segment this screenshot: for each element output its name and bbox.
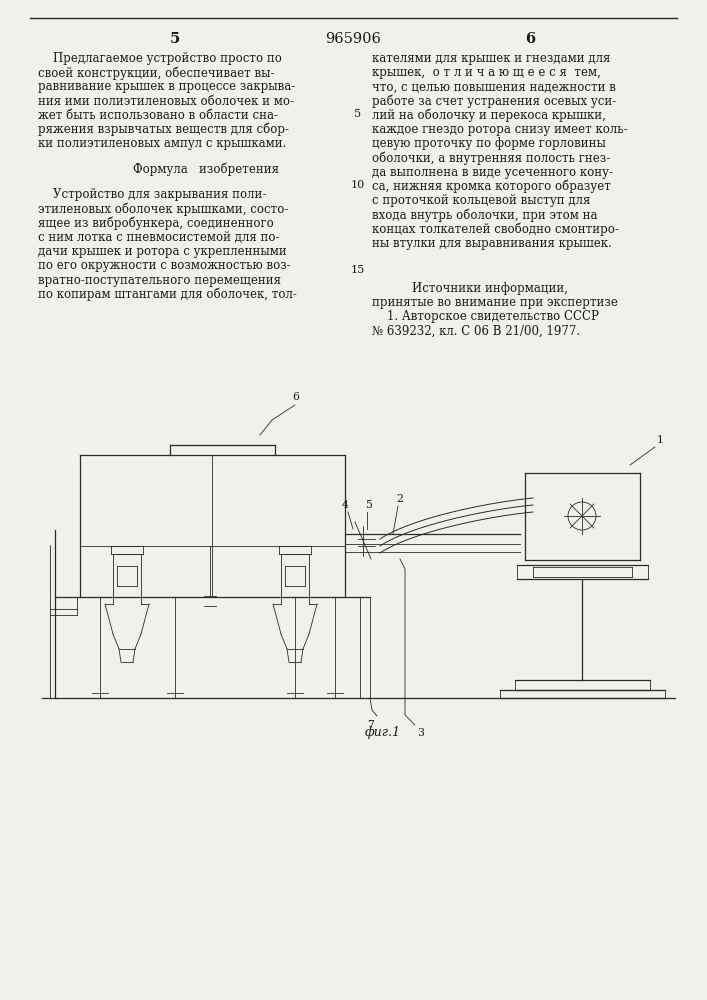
- Text: оболочки, а внутренняя полость гнез-: оболочки, а внутренняя полость гнез-: [372, 151, 610, 165]
- Text: да выполнена в виде усеченного кону-: да выполнена в виде усеченного кону-: [372, 166, 613, 179]
- Text: цевую проточку по форме горловины: цевую проточку по форме горловины: [372, 137, 606, 150]
- Text: ряжения взрывчатых веществ для сбор-: ряжения взрывчатых веществ для сбор-: [38, 123, 289, 136]
- Text: работе за счет устранения осевых уси-: работе за счет устранения осевых уси-: [372, 95, 617, 108]
- Text: ящее из вибробункера, соединенного: ящее из вибробункера, соединенного: [38, 217, 274, 230]
- Text: по его окружности с возможностью воз-: по его окружности с возможностью воз-: [38, 259, 291, 272]
- Text: с проточкой кольцевой выступ для: с проточкой кольцевой выступ для: [372, 194, 590, 207]
- Text: № 639232, кл. С 06 В 21/00, 1977.: № 639232, кл. С 06 В 21/00, 1977.: [372, 325, 580, 338]
- Text: Устройство для закрывания поли-: Устройство для закрывания поли-: [38, 188, 267, 201]
- Text: концах толкателей свободно смонтиро-: концах толкателей свободно смонтиро-: [372, 222, 619, 236]
- Text: 6: 6: [525, 32, 535, 46]
- Text: са, нижняя кромка которого образует: са, нижняя кромка которого образует: [372, 180, 611, 193]
- Text: 3: 3: [417, 728, 424, 738]
- Text: Источники информации,: Источники информации,: [412, 282, 568, 295]
- Text: 5: 5: [354, 109, 361, 119]
- Text: дачи крышек и ротора с укрепленными: дачи крышек и ротора с укрепленными: [38, 245, 287, 258]
- Text: по копирам штангами для оболочек, тол-: по копирам штангами для оболочек, тол-: [38, 288, 297, 301]
- Text: принятые во внимание при экспертизе: принятые во внимание при экспертизе: [372, 296, 618, 309]
- Text: крышек,  о т л и ч а ю щ е е с я  тем,: крышек, о т л и ч а ю щ е е с я тем,: [372, 66, 601, 79]
- Text: 965906: 965906: [325, 32, 381, 46]
- Text: 5: 5: [366, 500, 373, 510]
- Text: кателями для крышек и гнездами для: кателями для крышек и гнездами для: [372, 52, 610, 65]
- Text: Формула   изобретения: Формула изобретения: [133, 163, 279, 176]
- Text: этиленовых оболочек крышками, состо-: этиленовых оболочек крышками, состо-: [38, 203, 288, 216]
- Text: 4: 4: [341, 500, 349, 510]
- Text: 15: 15: [351, 265, 365, 275]
- Text: своей конструкции, обеспечивает вы-: своей конструкции, обеспечивает вы-: [38, 66, 274, 80]
- Text: ки полиэтиленовых ампул с крышками.: ки полиэтиленовых ампул с крышками.: [38, 137, 286, 150]
- Text: 7: 7: [368, 720, 375, 730]
- Text: с ним лотка с пневмосистемой для по-: с ним лотка с пневмосистемой для по-: [38, 231, 279, 244]
- Text: 6: 6: [292, 392, 299, 402]
- Text: Предлагаемое устройство просто по: Предлагаемое устройство просто по: [38, 52, 282, 65]
- Text: входа внутрь оболочки, при этом на: входа внутрь оболочки, при этом на: [372, 208, 597, 222]
- Text: ния ими полиэтиленовых оболочек и мо-: ния ими полиэтиленовых оболочек и мо-: [38, 95, 294, 108]
- Text: вратно-поступательного перемещения: вратно-поступательного перемещения: [38, 274, 281, 287]
- Text: 5: 5: [170, 32, 180, 46]
- Text: равнивание крышек в процессе закрыва-: равнивание крышек в процессе закрыва-: [38, 80, 296, 93]
- Text: 1: 1: [657, 435, 664, 445]
- Text: что, с целью повышения надежности в: что, с целью повышения надежности в: [372, 80, 616, 93]
- Text: 2: 2: [396, 494, 403, 504]
- Text: ны втулки для выравнивания крышек.: ны втулки для выравнивания крышек.: [372, 237, 612, 250]
- Text: 1. Авторское свидетельство СССР: 1. Авторское свидетельство СССР: [372, 310, 599, 323]
- Text: фиг.1: фиг.1: [365, 726, 401, 739]
- Text: лий на оболочку и перекоса крышки,: лий на оболочку и перекоса крышки,: [372, 109, 606, 122]
- Text: жет быть использовано в области сна-: жет быть использовано в области сна-: [38, 109, 278, 122]
- Text: каждое гнездо ротора снизу имеет коль-: каждое гнездо ротора снизу имеет коль-: [372, 123, 628, 136]
- Text: 10: 10: [351, 180, 365, 190]
